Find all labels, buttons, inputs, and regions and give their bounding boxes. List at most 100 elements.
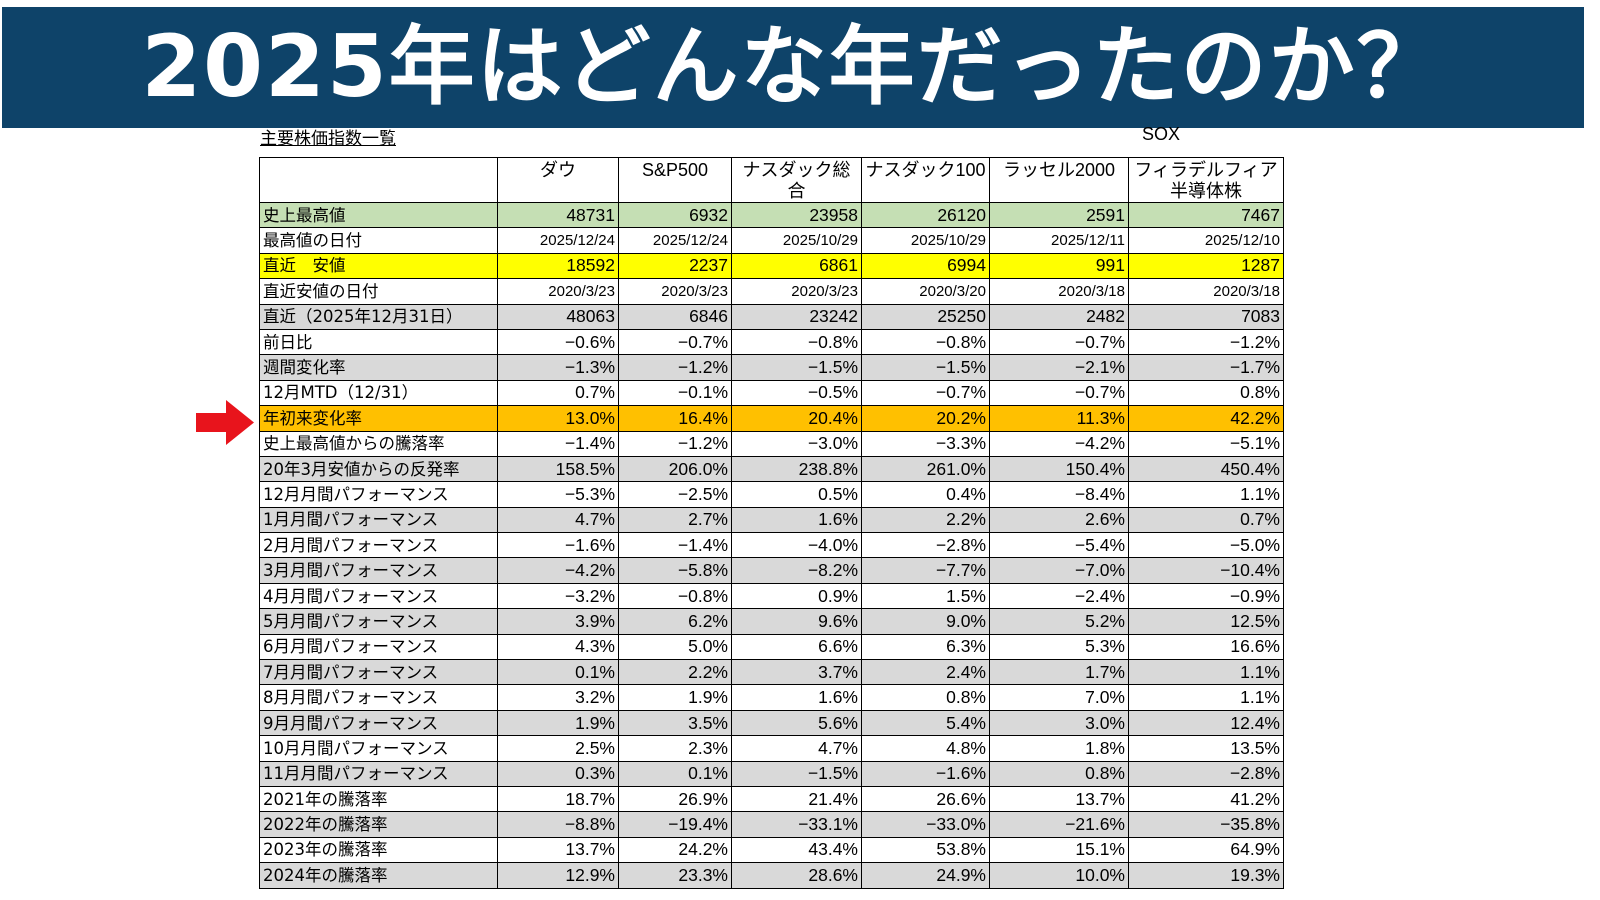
value-cell: 2.4%	[861, 659, 990, 686]
value-cell: 7467	[1128, 201, 1284, 229]
value-cell: −0.7%	[989, 328, 1129, 356]
value-cell: −1.2%	[618, 430, 732, 457]
value-cell: 0.8%	[989, 760, 1129, 787]
value-cell: 2.3%	[618, 735, 732, 762]
value-cell: 1287	[1128, 252, 1284, 280]
value-cell: 450.4%	[1128, 455, 1284, 483]
value-cell: 1.9%	[497, 709, 619, 737]
value-cell: 28.6%	[731, 862, 862, 889]
row-label: 12月月間パフォーマンス	[259, 481, 498, 508]
row-label: 11月月間パフォーマンス	[259, 760, 498, 787]
value-cell: 6.3%	[861, 633, 990, 661]
value-cell: 3.7%	[731, 659, 862, 686]
value-cell: −1.4%	[618, 532, 732, 559]
value-cell: 41.2%	[1128, 785, 1284, 813]
column-header: ナスダック100	[861, 157, 990, 203]
value-cell: −3.3%	[861, 430, 990, 457]
value-cell: 18.7%	[497, 785, 619, 813]
value-cell: 15.1%	[989, 836, 1129, 864]
table-row: 1月月間パフォーマンス 4.7% 2.7% 1.6% 2.2% 2.6% 0.7%	[259, 506, 1284, 534]
value-cell: 1.1%	[1128, 659, 1284, 686]
value-cell: 13.7%	[497, 836, 619, 864]
row-label: 2024年の騰落率	[259, 862, 498, 889]
value-cell: 2025/10/29	[861, 227, 990, 254]
value-cell: 2025/10/29	[731, 227, 862, 254]
value-cell: −4.2%	[989, 430, 1129, 457]
value-cell: 6.2%	[618, 608, 732, 635]
value-cell: 5.3%	[989, 633, 1129, 661]
value-cell: 2020/3/20	[861, 278, 990, 305]
header-corner	[259, 157, 498, 203]
banner-title: 2025年はどんな年だったのか？	[2, 7, 1584, 128]
table-row: 史上最高値 48731 6932 23958 26120 2591 7467	[259, 201, 1284, 229]
row-label: 直近 安値	[259, 252, 498, 280]
value-cell: 12.5%	[1128, 608, 1284, 635]
value-cell: 1.1%	[1128, 481, 1284, 508]
value-cell: 6994	[861, 252, 990, 280]
row-label: 10月月間パフォーマンス	[259, 735, 498, 762]
value-cell: −1.5%	[861, 354, 990, 381]
value-cell: 3.5%	[618, 709, 732, 737]
value-cell: 6.6%	[731, 633, 862, 661]
value-cell: −8.4%	[989, 481, 1129, 508]
table-row: 2024年の騰落率 12.9% 23.3% 28.6% 24.9% 10.0% 19.3%	[259, 862, 1284, 889]
row-label: 2021年の騰落率	[259, 785, 498, 813]
row-label: 6月月間パフォーマンス	[259, 633, 498, 661]
table-row: 2021年の騰落率 18.7% 26.9% 21.4% 26.6% 13.7% 41.2%	[259, 785, 1284, 813]
value-cell: 6932	[618, 201, 732, 229]
row-label: 20年3月安値からの反発率	[259, 455, 498, 483]
row-label: 7月月間パフォーマンス	[259, 659, 498, 686]
value-cell: −19.4%	[618, 811, 732, 838]
value-cell: −21.6%	[989, 811, 1129, 838]
row-label: 1月月間パフォーマンス	[259, 506, 498, 534]
table-row: 8月月間パフォーマンス 3.2% 1.9% 1.6% 0.8% 7.0% 1.1%	[259, 684, 1284, 711]
value-cell: 9.0%	[861, 608, 990, 635]
value-cell: 2237	[618, 252, 732, 280]
value-cell: −4.2%	[497, 557, 619, 584]
value-cell: −5.4%	[989, 532, 1129, 559]
row-label: 9月月間パフォーマンス	[259, 709, 498, 737]
value-cell: 43.4%	[731, 836, 862, 864]
value-cell: −0.7%	[861, 379, 990, 407]
value-cell: 0.5%	[731, 481, 862, 508]
value-cell: −5.1%	[1128, 430, 1284, 457]
value-cell: −0.8%	[861, 328, 990, 356]
value-cell: −2.8%	[861, 532, 990, 559]
value-cell: 19.3%	[1128, 862, 1284, 889]
value-cell: −35.8%	[1128, 811, 1284, 838]
value-cell: 9.6%	[731, 608, 862, 635]
value-cell: 2020/3/18	[1128, 278, 1284, 305]
row-label: 8月月間パフォーマンス	[259, 684, 498, 711]
value-cell: 6846	[618, 303, 732, 330]
value-cell: −0.8%	[618, 582, 732, 610]
value-cell: 0.9%	[731, 582, 862, 610]
table-row: 7月月間パフォーマンス 0.1% 2.2% 3.7% 2.4% 1.7% 1.1%	[259, 659, 1284, 686]
value-cell: 3.0%	[989, 709, 1129, 737]
value-cell: 18592	[497, 252, 619, 280]
table-row: 2月月間パフォーマンス −1.6% −1.4% −4.0% −2.8% −5.4% −5.0…	[259, 532, 1284, 559]
value-cell: 3.9%	[497, 608, 619, 635]
value-cell: 2.5%	[497, 735, 619, 762]
value-cell: 1.7%	[989, 659, 1129, 686]
value-cell: 2.2%	[618, 659, 732, 686]
table-row: 直近（2025年12月31日） 48063 6846 23242 25250 2482 70…	[259, 303, 1284, 330]
value-cell: 2.7%	[618, 506, 732, 534]
value-cell: 4.7%	[497, 506, 619, 534]
row-label: 2022年の騰落率	[259, 811, 498, 838]
value-cell: 2025/12/10	[1128, 227, 1284, 254]
value-cell: 4.8%	[861, 735, 990, 762]
value-cell: 6861	[731, 252, 862, 280]
column-header: ダウ	[497, 157, 619, 203]
row-label: 5月月間パフォーマンス	[259, 608, 498, 635]
value-cell: 13.7%	[989, 785, 1129, 813]
value-cell: −7.7%	[861, 557, 990, 584]
row-label: 年初来変化率	[259, 405, 498, 432]
value-cell: −5.3%	[497, 481, 619, 508]
value-cell: −5.0%	[1128, 532, 1284, 559]
row-label: 最高値の日付	[259, 227, 498, 254]
value-cell: 158.5%	[497, 455, 619, 483]
value-cell: −0.7%	[618, 328, 732, 356]
value-cell: 5.4%	[861, 709, 990, 737]
value-cell: −1.3%	[497, 354, 619, 381]
value-cell: 238.8%	[731, 455, 862, 483]
